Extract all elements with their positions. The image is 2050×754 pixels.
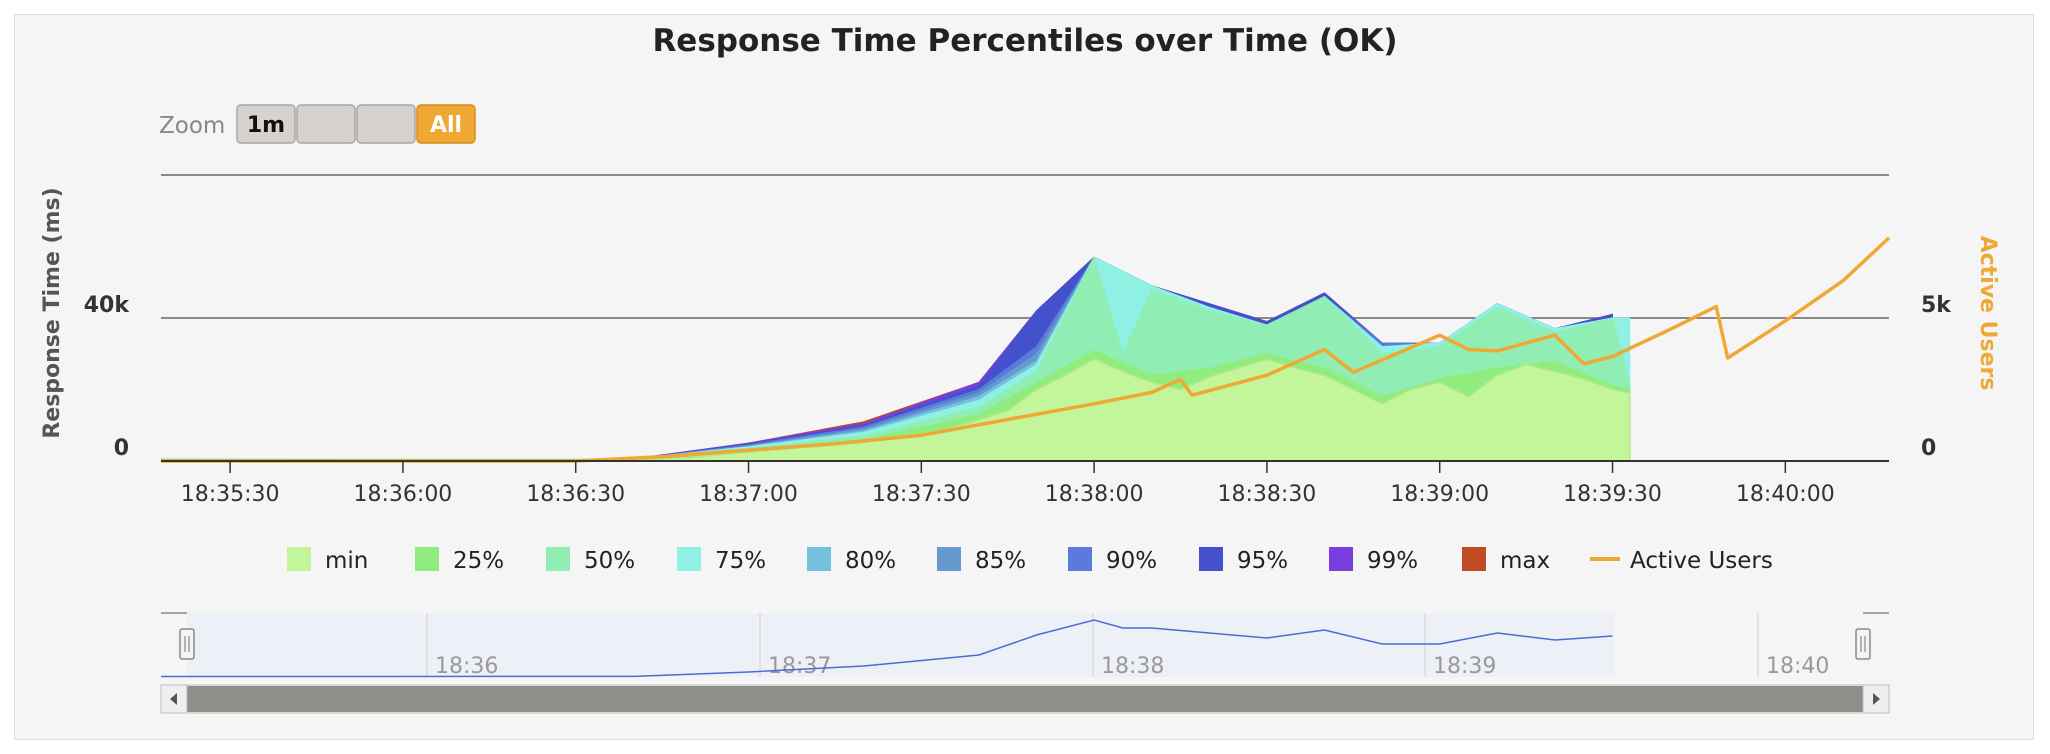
y-axis-right-label: Active Users bbox=[1975, 236, 2000, 391]
legend-symbol bbox=[1329, 547, 1353, 571]
arrow-right-icon bbox=[1873, 693, 1880, 705]
zoom-button-bg bbox=[416, 104, 476, 144]
legend-item-25pct[interactable]: 25% bbox=[415, 547, 504, 574]
legend-label: 90% bbox=[1106, 548, 1157, 574]
legend-symbol bbox=[1199, 547, 1223, 571]
navigator-tick-label: 18:38 bbox=[1101, 654, 1164, 679]
legend: min 25% 50% 75% 80% 85% 90% 95% 99% max Active Use… bbox=[287, 547, 1773, 574]
chart-container: Response Time Percentiles over Time (OK)… bbox=[14, 14, 2034, 740]
handle-box bbox=[179, 628, 195, 660]
y-left-tick-label: 0 bbox=[114, 436, 129, 461]
x-tick-label: 18:37:00 bbox=[699, 482, 798, 507]
x-tick-label: 18:38:00 bbox=[1045, 482, 1144, 507]
percentile-areas bbox=[160, 255, 1631, 462]
x-tick-label: 18:38:30 bbox=[1218, 482, 1317, 507]
x-tick-label: 18:37:30 bbox=[872, 482, 971, 507]
active-users-path bbox=[161, 236, 1891, 463]
legend-item-80pct[interactable]: 80% bbox=[807, 547, 896, 574]
x-tick-label: 18:40:00 bbox=[1736, 482, 1835, 507]
legend-symbol bbox=[1068, 547, 1092, 571]
navigator-series-line bbox=[160, 619, 1613, 678]
legend-item-active-users[interactable]: Active Users bbox=[1590, 548, 1773, 574]
legend-label: max bbox=[1500, 548, 1550, 574]
handle-box bbox=[1855, 628, 1871, 660]
legend-label: 85% bbox=[975, 548, 1026, 574]
navigator: 18:36 18:37 18:38 18:39 18:40 bbox=[160, 612, 1890, 714]
x-tick-label: 18:35:30 bbox=[181, 482, 280, 507]
legend-item-95pct[interactable]: 95% bbox=[1199, 547, 1288, 574]
y-right-tick-label: 5k bbox=[1921, 293, 1952, 318]
legend-label: 99% bbox=[1367, 548, 1418, 574]
zoom-button-label: All bbox=[430, 113, 462, 138]
zoom-button-label: 1m bbox=[247, 113, 285, 138]
zoom-label: Zoom bbox=[159, 113, 225, 139]
x-tick-label: 18:39:30 bbox=[1563, 482, 1662, 507]
zoom-controls: Zoom 1m All bbox=[159, 104, 476, 144]
y-left-tick-label: 40k bbox=[84, 293, 131, 318]
legend-symbol bbox=[287, 547, 311, 571]
zoom-button-bg bbox=[296, 104, 356, 144]
legend-symbol bbox=[937, 547, 961, 571]
navigator-handle-right[interactable] bbox=[1855, 628, 1871, 660]
active-users-line bbox=[161, 236, 1891, 463]
legend-item-75pct[interactable]: 75% bbox=[677, 547, 766, 574]
chart-title: Response Time Percentiles over Time (OK) bbox=[652, 23, 1397, 59]
navigator-handle-left[interactable] bbox=[179, 628, 195, 660]
legend-item-50pct[interactable]: 50% bbox=[546, 547, 635, 574]
zoom-button-3[interactable] bbox=[356, 104, 416, 144]
scroll-right-button[interactable] bbox=[1862, 684, 1890, 714]
grid-lines bbox=[161, 174, 1889, 319]
scroll-left-button[interactable] bbox=[160, 684, 188, 714]
zoom-button-1m[interactable]: 1m bbox=[236, 104, 296, 144]
scrollbar-thumb[interactable] bbox=[187, 686, 1863, 712]
legend-label: 50% bbox=[584, 548, 635, 574]
legend-item-85pct[interactable]: 85% bbox=[937, 547, 1026, 574]
legend-item-max[interactable]: max bbox=[1462, 547, 1550, 574]
legend-label: 75% bbox=[715, 548, 766, 574]
y-axis-left-label: Response Time (ms) bbox=[40, 187, 65, 438]
y-right-tick-label: 0 bbox=[1921, 436, 1936, 461]
legend-symbol bbox=[807, 547, 831, 571]
legend-label: 95% bbox=[1237, 548, 1288, 574]
navigator-tick-label: 18:37 bbox=[768, 654, 831, 679]
x-tick-label: 18:36:30 bbox=[526, 482, 625, 507]
legend-label: Active Users bbox=[1630, 548, 1773, 574]
legend-label: 25% bbox=[453, 548, 504, 574]
zoom-button-2[interactable] bbox=[296, 104, 356, 144]
legend-item-min[interactable]: min bbox=[287, 547, 368, 574]
legend-symbol bbox=[546, 547, 570, 571]
legend-symbol bbox=[415, 547, 439, 571]
navigator-tick-label: 18:36 bbox=[435, 654, 498, 679]
x-tick-label: 18:39:00 bbox=[1390, 482, 1489, 507]
arrow-left-icon bbox=[170, 693, 177, 705]
chart-svg: Response Time Percentiles over Time (OK)… bbox=[40, 23, 2000, 714]
legend-symbol bbox=[1462, 547, 1486, 571]
x-tick-label: 18:36:00 bbox=[354, 482, 453, 507]
legend-item-90pct[interactable]: 90% bbox=[1068, 547, 1157, 574]
legend-label: 80% bbox=[845, 548, 896, 574]
zoom-button-bg bbox=[356, 104, 416, 144]
legend-label: min bbox=[325, 548, 368, 574]
navigator-tick-label: 18:39 bbox=[1433, 654, 1496, 679]
zoom-button-bg bbox=[236, 104, 296, 144]
zoom-button-all[interactable]: All bbox=[416, 104, 476, 144]
axes: 18:35:30 18:36:00 18:36:30 18:37:00 18:37:30… bbox=[84, 293, 1953, 507]
navigator-tick-label: 18:40 bbox=[1766, 654, 1829, 679]
navigator-selection bbox=[187, 613, 1615, 677]
legend-item-99pct[interactable]: 99% bbox=[1329, 547, 1418, 574]
legend-symbol bbox=[677, 547, 701, 571]
